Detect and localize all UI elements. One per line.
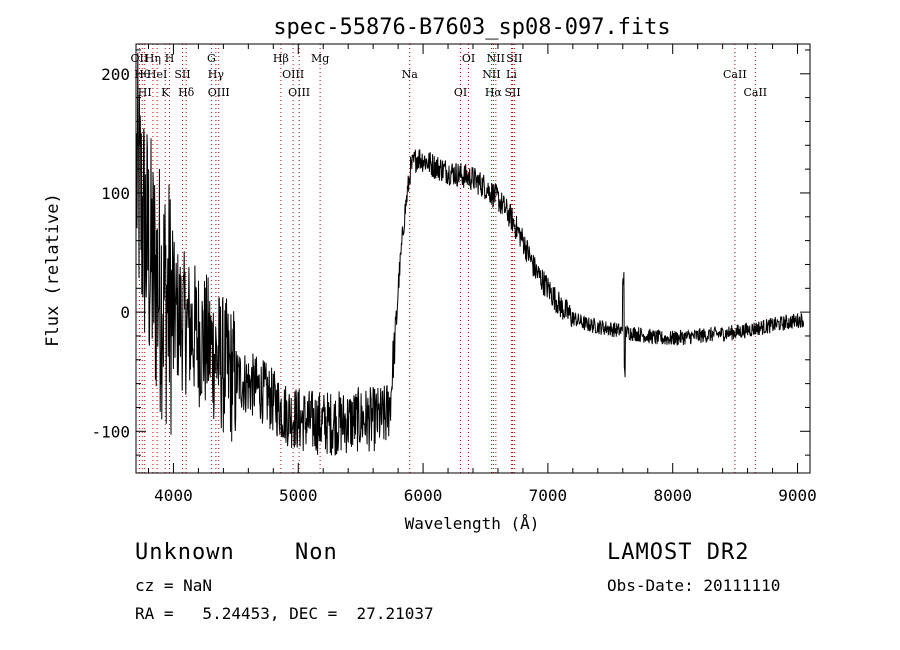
- y-tick-label: 200: [101, 65, 130, 84]
- object-subclass: Non: [295, 540, 338, 565]
- emission-line-label: OIII: [288, 86, 310, 99]
- emission-line-label: SII: [504, 86, 520, 99]
- x-tick-label: 9000: [778, 486, 817, 505]
- plot-frame: [135, 43, 811, 474]
- emission-line-label: Hβ: [273, 52, 289, 65]
- spectrum-line: [136, 52, 805, 456]
- emission-line-label: HI: [138, 86, 152, 99]
- emission-line-label: NII: [487, 52, 505, 65]
- emission-line-label: OIII: [282, 68, 304, 81]
- y-tick-label: 0: [120, 303, 130, 322]
- emission-line-label: CaII: [723, 68, 747, 81]
- x-tick-label: 5000: [279, 486, 318, 505]
- observation-date: Obs-Date: 20111110: [607, 576, 781, 595]
- emission-line-label: SII: [174, 68, 190, 81]
- emission-line-label: G: [207, 52, 216, 65]
- y-tick-label: 100: [101, 184, 130, 203]
- emission-line-label: SII: [506, 52, 522, 65]
- emission-line-label: OI: [462, 52, 475, 65]
- object-class: Unknown: [135, 540, 235, 565]
- emission-line-label: OI: [454, 86, 467, 99]
- emission-line-label: Hδ: [178, 86, 195, 99]
- x-tick-label: 4000: [154, 486, 193, 505]
- emission-line-label: Hγ: [208, 68, 225, 81]
- x-tick-label: 7000: [529, 486, 568, 505]
- emission-line-label: CaII: [743, 86, 767, 99]
- chart-title: spec-55876-B7603_sp08-097.fits: [273, 15, 670, 40]
- x-tick-label: 6000: [404, 486, 443, 505]
- y-axis-label: Flux (relative): [43, 193, 63, 347]
- emission-line-label: H: [165, 52, 175, 65]
- emission-line-labels: OIIHθHIHηHeIKHSIIHδGHγOIIIHβOIIIOIIIMgNa…: [131, 52, 768, 99]
- emission-line-label: HeI: [147, 68, 167, 81]
- plot-axes: 4000 5000 6000 7000 8000 9000 -100 0 100 200: [91, 43, 817, 505]
- x-tick-label: 8000: [653, 486, 692, 505]
- ra-dec-coordinates: RA = 5.24453, DEC = 27.21037: [135, 604, 434, 623]
- emission-line-label: K: [161, 86, 170, 99]
- emission-line-label: Li: [506, 68, 517, 81]
- emission-line-label: NII: [482, 68, 500, 81]
- y-tick-label: -100: [91, 422, 130, 441]
- emission-line-label: OII: [131, 52, 149, 65]
- emission-line-label: Hη: [145, 52, 161, 65]
- emission-line-label: OIII: [208, 86, 230, 99]
- emission-line-label: Hα: [485, 86, 503, 99]
- emission-line-label: Mg: [311, 52, 329, 65]
- emission-line-label: Na: [402, 68, 419, 81]
- spectrum-series: [136, 52, 805, 456]
- survey-name: LAMOST DR2: [607, 540, 750, 565]
- redshift-cz: cz = NaN: [135, 576, 213, 595]
- x-axis-label: Wavelength (Å): [405, 514, 540, 533]
